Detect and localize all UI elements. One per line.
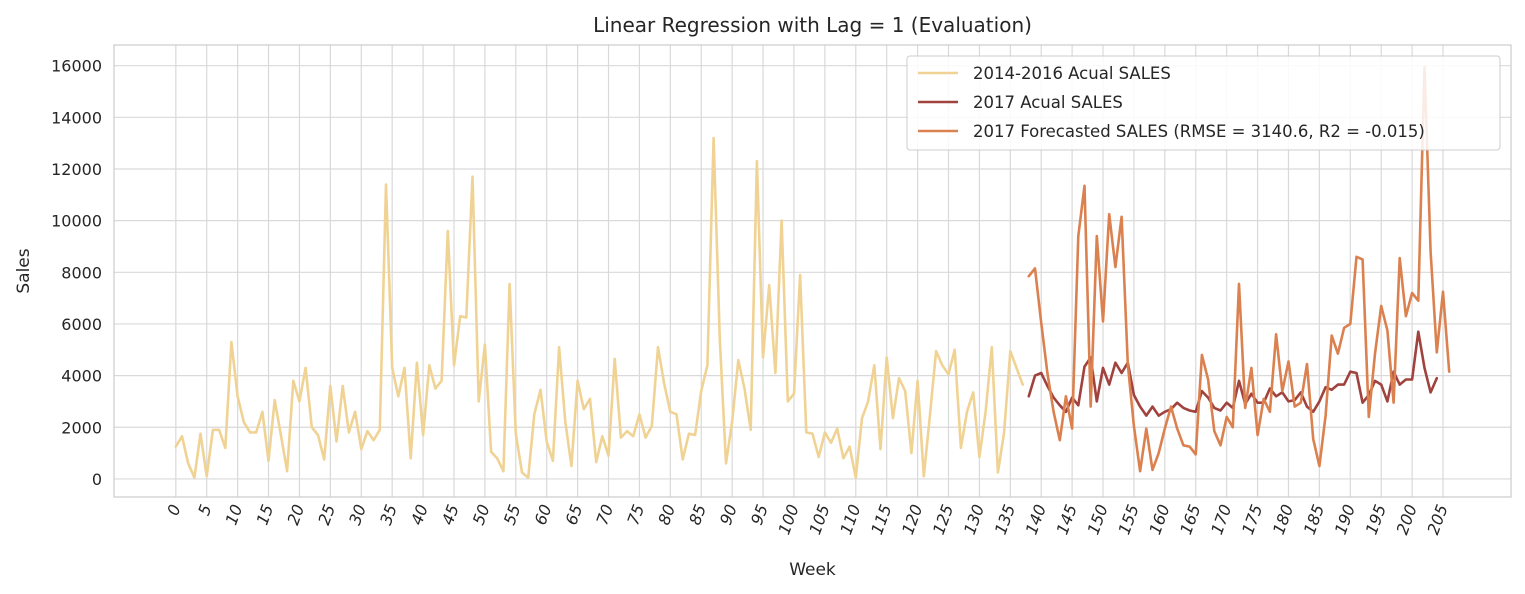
x-tick-label: 205 bbox=[1423, 502, 1451, 537]
x-tick-label: 15 bbox=[252, 502, 277, 528]
legend-label-1: 2014-2016 Acual SALES bbox=[973, 64, 1171, 83]
y-tick-label: 16000 bbox=[51, 57, 102, 76]
y-tick-label: 2000 bbox=[61, 418, 102, 437]
x-tick-labels: 0 5 10 15 20 25 30 35 40 45 50 55 60 65 70 75 80 85 90 95 10… bbox=[163, 502, 1452, 537]
x-tick-label: 35 bbox=[376, 502, 401, 528]
y-tick-label: 0 bbox=[92, 470, 102, 489]
chart-title: Linear Regression with Lag = 1 (Evaluati… bbox=[593, 13, 1032, 37]
x-tick-label: 25 bbox=[314, 502, 339, 528]
x-tick-label: 90 bbox=[716, 502, 741, 528]
x-tick-label: 175 bbox=[1238, 502, 1266, 537]
x-tick-label: 115 bbox=[867, 502, 895, 537]
x-tick-label: 185 bbox=[1300, 502, 1328, 537]
x-tick-label: 50 bbox=[469, 502, 494, 528]
legend-label-2: 2017 Acual SALES bbox=[973, 93, 1123, 112]
x-tick-label: 0 bbox=[163, 502, 184, 518]
x-tick-label: 20 bbox=[283, 502, 308, 528]
series-lines bbox=[174, 65, 1451, 479]
x-tick-label: 150 bbox=[1083, 502, 1111, 537]
series-line-3 bbox=[1027, 65, 1451, 473]
x-tick-label: 180 bbox=[1269, 502, 1297, 537]
x-tick-label: 170 bbox=[1207, 502, 1235, 537]
x-tick-label: 60 bbox=[531, 502, 556, 528]
x-tick-label: 80 bbox=[654, 502, 679, 528]
x-tick-label: 110 bbox=[836, 502, 864, 537]
x-tick-label: 65 bbox=[562, 502, 587, 528]
y-tick-label: 10000 bbox=[51, 212, 102, 231]
x-tick-label: 155 bbox=[1114, 502, 1142, 537]
x-tick-label: 85 bbox=[685, 502, 710, 528]
x-tick-label: 140 bbox=[1022, 502, 1050, 537]
y-tick-label: 14000 bbox=[51, 108, 102, 127]
x-tick-label: 165 bbox=[1176, 502, 1204, 537]
x-tick-label: 45 bbox=[438, 502, 463, 528]
y-tick-label: 12000 bbox=[51, 160, 102, 179]
x-tick-label: 120 bbox=[898, 502, 926, 537]
x-tick-label: 95 bbox=[747, 502, 772, 528]
x-tick-label: 10 bbox=[222, 502, 247, 528]
y-tick-label: 8000 bbox=[61, 263, 102, 282]
x-axis-label: Week bbox=[789, 560, 836, 580]
x-tick-label: 145 bbox=[1053, 502, 1081, 537]
y-tick-label: 4000 bbox=[61, 367, 102, 386]
grid bbox=[114, 45, 1511, 497]
x-tick-label: 30 bbox=[345, 502, 370, 528]
y-tick-label: 6000 bbox=[61, 315, 102, 334]
x-tick-label: 130 bbox=[960, 502, 988, 537]
x-tick-label: 100 bbox=[774, 502, 802, 537]
y-tick-labels: 0 2000 4000 6000 8000 10000 12000 14000 16000 bbox=[51, 57, 102, 489]
x-tick-label: 125 bbox=[929, 502, 957, 537]
legend: 2014-2016 Acual SALES 2017 Acual SALES 201… bbox=[906, 55, 1501, 151]
x-tick-label: 200 bbox=[1393, 502, 1421, 537]
x-tick-label: 75 bbox=[623, 502, 648, 528]
series-line-1 bbox=[174, 136, 1025, 479]
x-tick-label: 190 bbox=[1331, 502, 1359, 537]
x-tick-label: 55 bbox=[500, 502, 525, 528]
x-tick-label: 135 bbox=[991, 502, 1019, 537]
plot-frame bbox=[113, 44, 1512, 498]
x-tick-label: 40 bbox=[407, 502, 432, 528]
y-axis-label: Sales bbox=[14, 248, 34, 293]
legend-label-3: 2017 Forecasted SALES (RMSE = 3140.6, R2… bbox=[973, 122, 1425, 141]
x-tick-label: 160 bbox=[1145, 502, 1173, 537]
x-tick-label: 195 bbox=[1362, 502, 1390, 537]
x-tick-label: 70 bbox=[592, 502, 617, 528]
legend-box bbox=[906, 55, 1501, 151]
x-tick-label: 5 bbox=[194, 502, 215, 518]
x-tick-label: 105 bbox=[805, 502, 833, 537]
